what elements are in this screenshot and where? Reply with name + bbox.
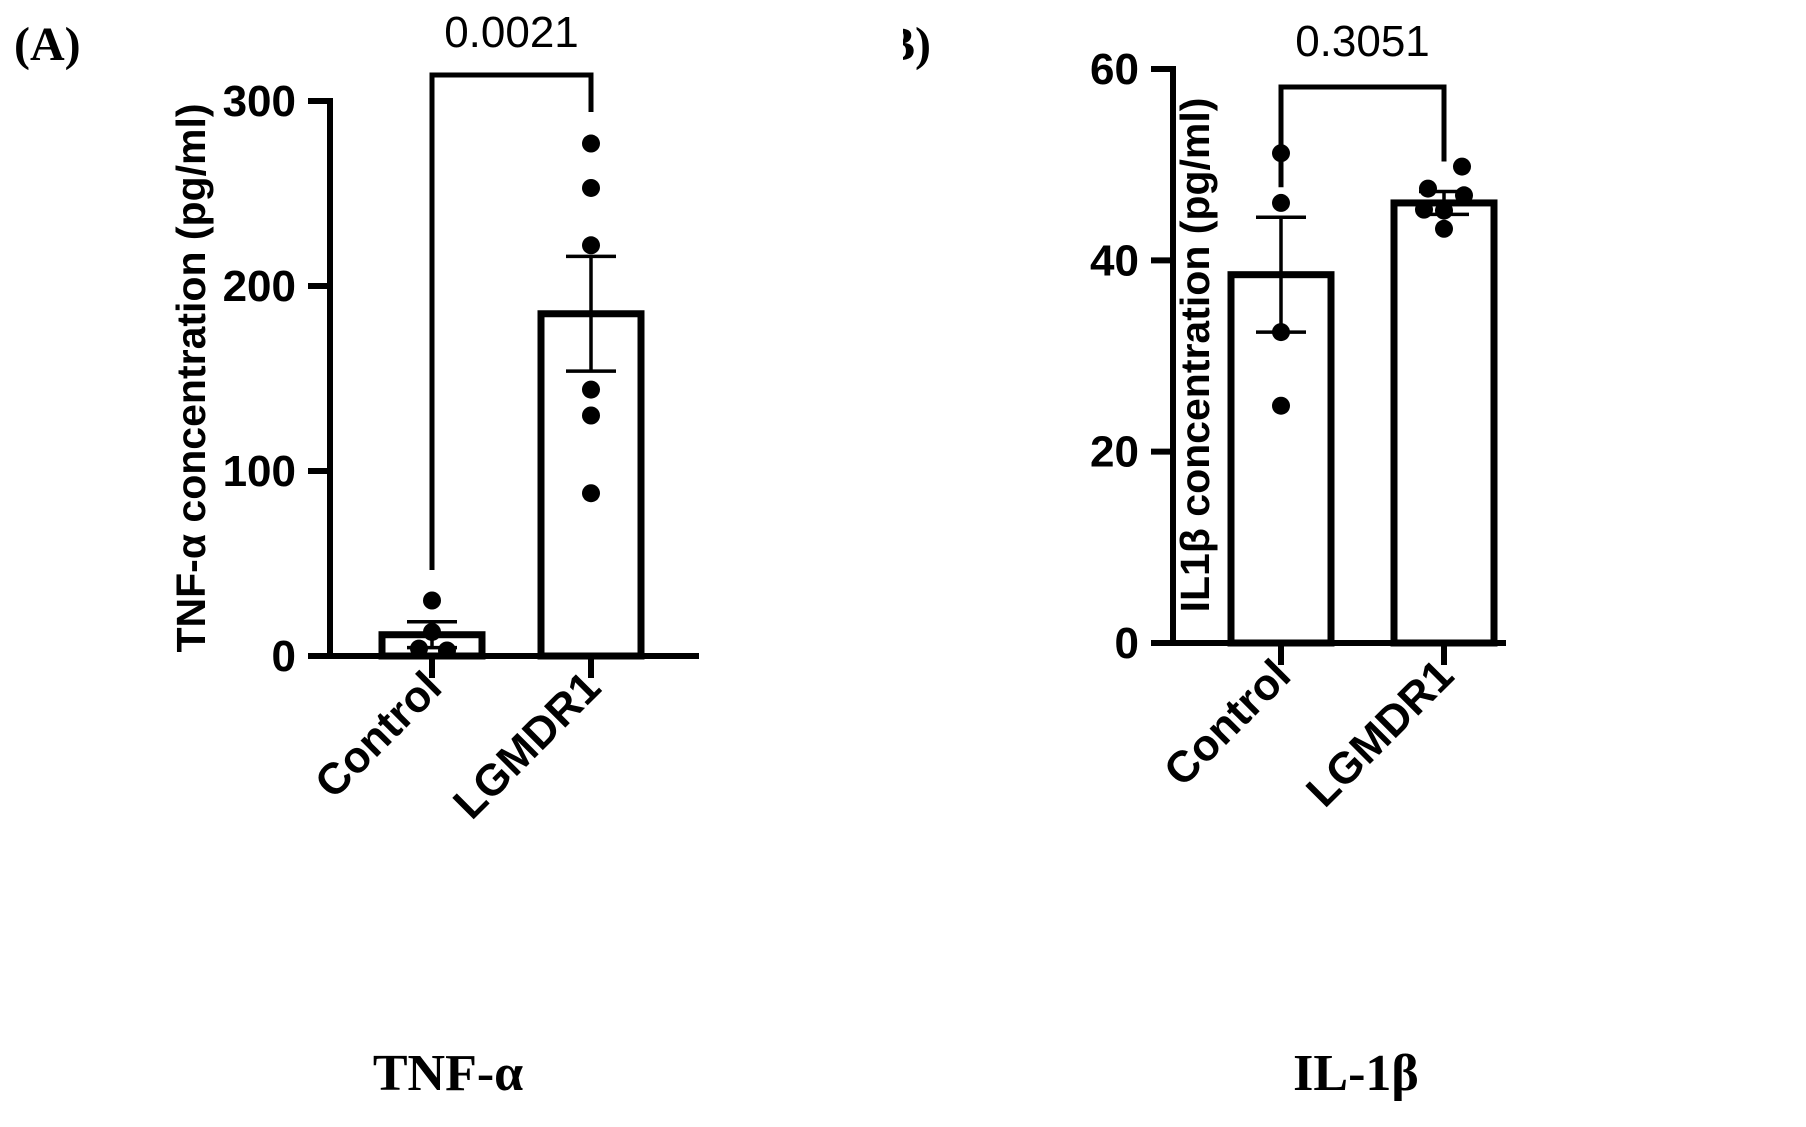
y-tick-label: 0 (272, 632, 296, 681)
y-tick-label: 40 (1090, 236, 1139, 285)
p-value-label: 0.3051 (1295, 17, 1430, 66)
data-point (1455, 186, 1473, 205)
data-point (1272, 193, 1290, 212)
y-tick-label: 0 (1115, 619, 1139, 668)
data-point (423, 591, 441, 610)
y-tick-label: 60 (1090, 45, 1139, 94)
data-point (582, 134, 600, 153)
y-tick-label: 100 (223, 447, 296, 496)
data-point (438, 641, 456, 660)
x-tick-label: LGMDR1 (1297, 650, 1463, 816)
panel-caption: TNF-α (373, 1045, 523, 1102)
x-tick-label: Control (1155, 650, 1300, 795)
data-point (582, 178, 600, 197)
data-point (1453, 157, 1471, 176)
data-point (1435, 219, 1453, 238)
y-axis-title: TNF-α concentration (pg/ml) (168, 103, 214, 652)
y-tick-label: 300 (223, 77, 296, 126)
data-point (582, 236, 600, 255)
panel-b-il1-beta: (B) IL1β concentration (pg/ml) 0 20 40 60 Co… (903, 0, 1806, 1127)
data-point (1419, 179, 1437, 198)
panel-label: (B) (903, 18, 931, 71)
y-tick-label: 200 (223, 262, 296, 311)
data-point (582, 380, 600, 399)
data-point (582, 406, 600, 425)
significance-bracket (429, 72, 594, 570)
x-tick-label: Control (306, 662, 451, 807)
y-axis-title: IL1β concentration (pg/ml) (1172, 98, 1218, 613)
data-point (1435, 201, 1453, 220)
data-point (423, 622, 441, 641)
data-point (410, 639, 428, 658)
panel-a-tnf-alpha: (A) TNF-α concentration (pg/ml) 0 100 200 3… (14, 8, 699, 1102)
panel-label: (A) (14, 18, 81, 71)
data-point (582, 484, 600, 503)
y-tick-label: 20 (1090, 428, 1139, 477)
y-axis-title-holder: IL1β concentration (pg/ml) (1172, 98, 1218, 613)
data-point (1415, 200, 1433, 219)
y-axis-title-holder: TNF-α concentration (pg/ml) (168, 103, 214, 652)
chart-b-svg: (B) IL1β concentration (pg/ml) 0 20 40 60 Co… (903, 17, 1506, 1102)
chart-a-svg: (A) TNF-α concentration (pg/ml) 0 100 200 3… (14, 8, 699, 1102)
panel-caption: IL-1β (1293, 1045, 1419, 1102)
x-tick-label: LGMDR1 (444, 662, 610, 828)
significance-bracket (1278, 84, 1447, 188)
data-point (1272, 323, 1290, 342)
p-value-label: 0.0021 (444, 8, 579, 57)
bar-lgmdr1 (1390, 199, 1498, 647)
data-point (1272, 396, 1290, 415)
